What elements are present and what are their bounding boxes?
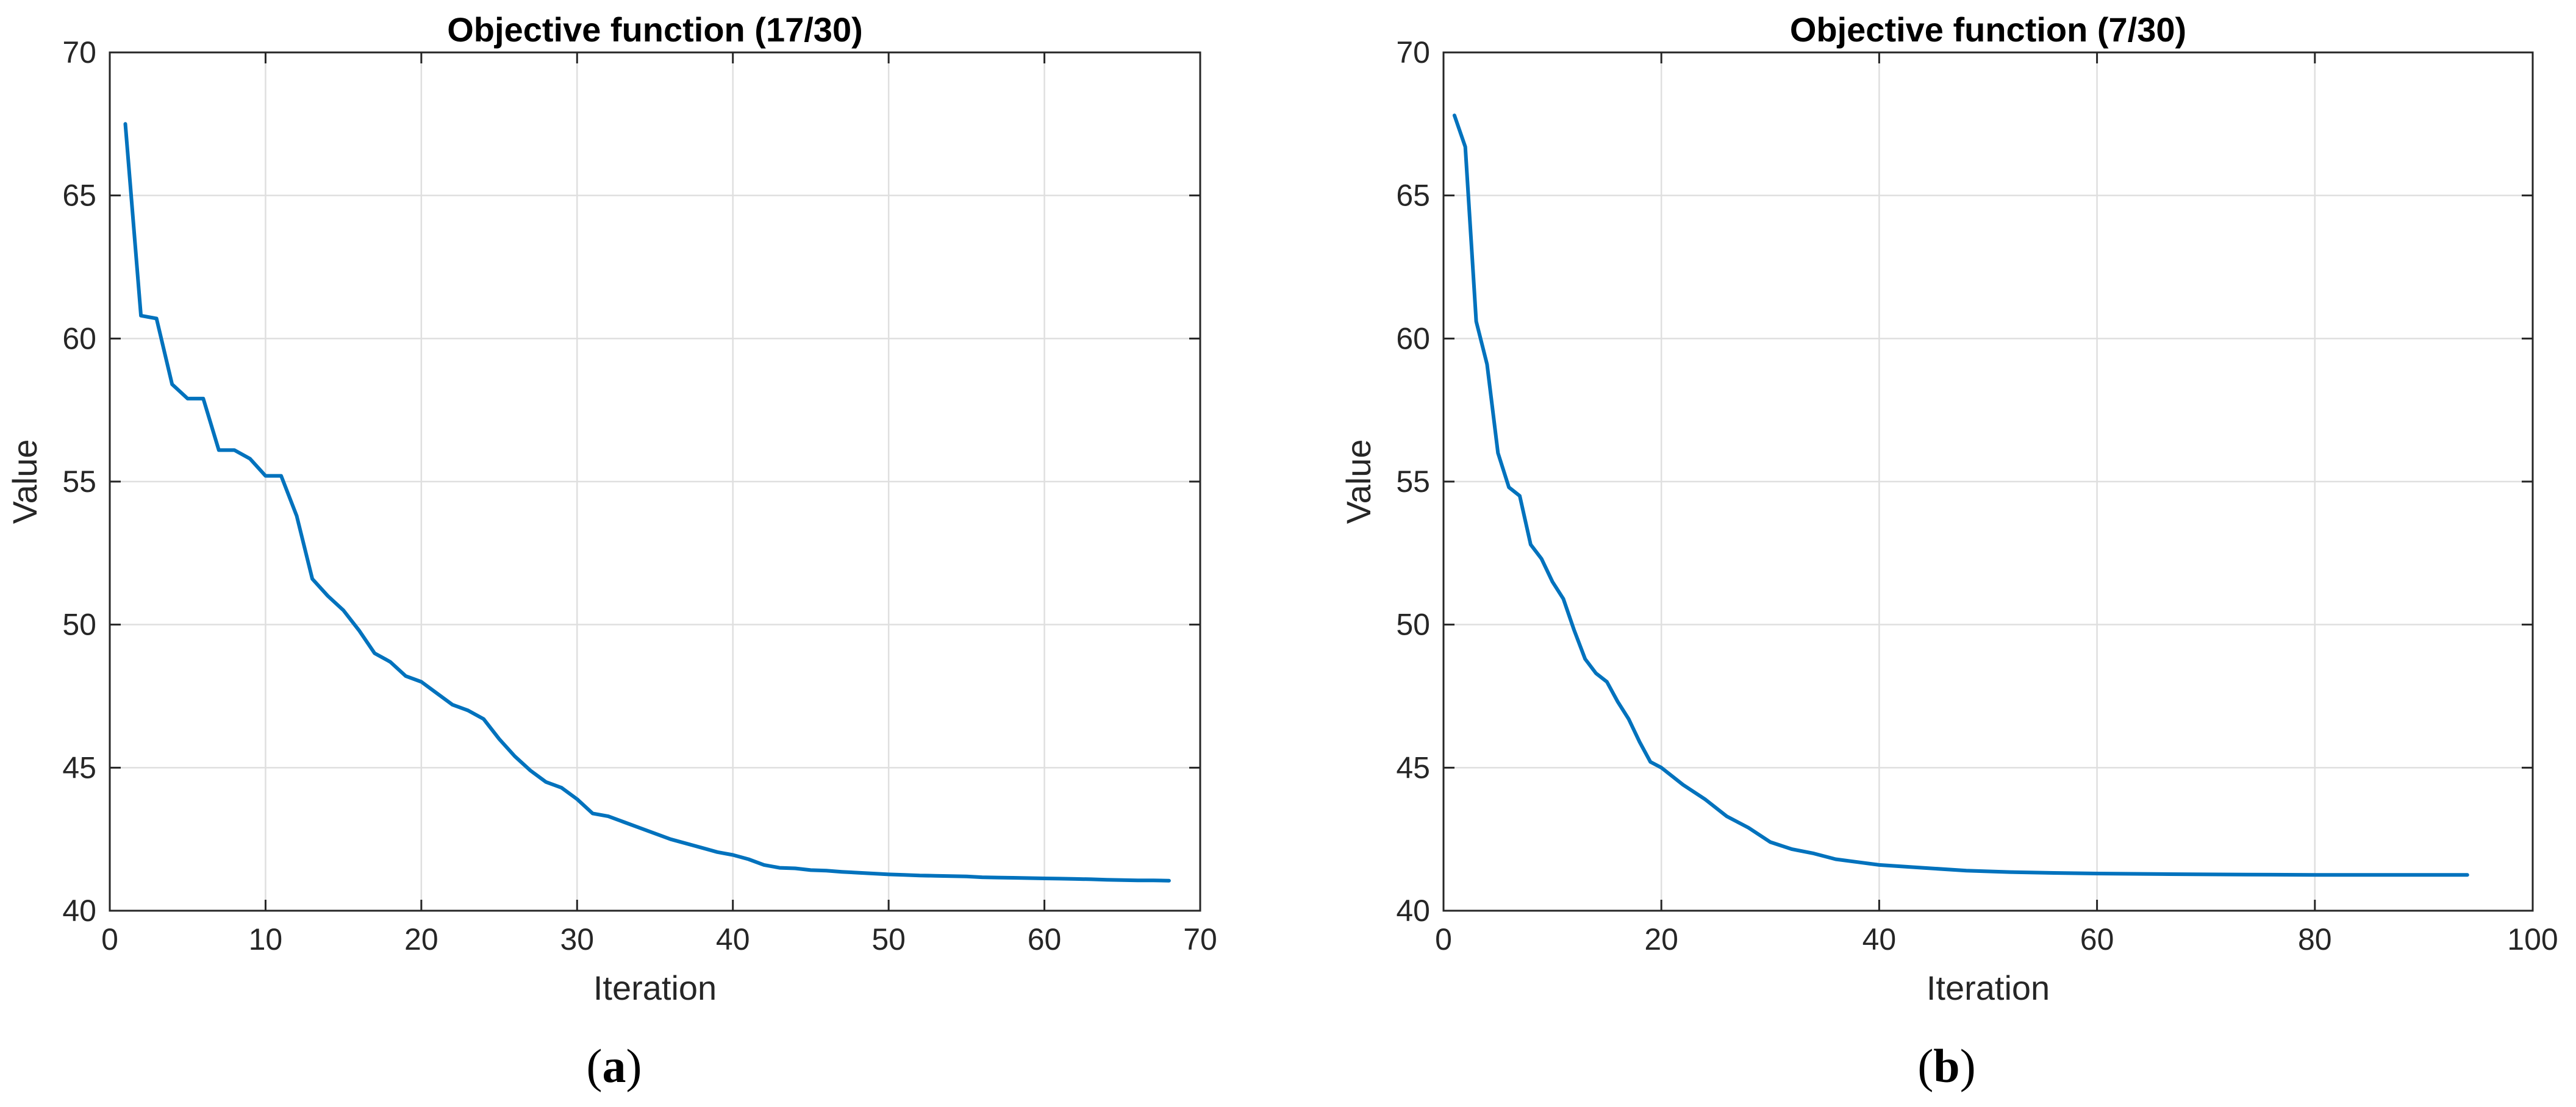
x-tick-label: 20 [404,922,438,956]
caption-close: ) [1960,1039,1976,1092]
caption-close: ) [626,1039,642,1092]
y-tick-label: 65 [1396,179,1430,213]
y-tick-label: 70 [62,35,96,69]
series-line [1452,113,2469,877]
x-tick-label: 40 [1862,922,1897,956]
chart-title: Objective function (17/30) [447,10,863,49]
caption-open: ( [587,1039,603,1092]
y-tick-label: 60 [62,321,96,355]
chart-panel-b: 0 20 40 60 80 100 40 45 50 55 60 65 70 Objective func… [1339,10,2558,1092]
x-axis-label: Iteration [593,969,717,1007]
caption-open: ( [1917,1039,1933,1092]
y-tick-label: 60 [1396,321,1430,355]
y-tick-label: 50 [62,608,96,642]
x-tick-label: 0 [101,922,118,956]
y-axis-label: Value [5,439,44,524]
y-tick-label: 55 [1396,465,1430,499]
x-tick-label: 50 [871,922,906,956]
x-tick-label: 0 [1435,922,1452,956]
y-tick-label: 40 [1396,894,1430,928]
caption-letter: b [1933,1039,1959,1092]
y-tick-label: 50 [1396,608,1430,642]
x-tick-label: 70 [1183,922,1217,956]
panel-caption: (a) [587,1039,642,1092]
series-line [123,122,1171,883]
y-tick-label: 45 [62,750,96,785]
x-tick-label: 100 [2507,922,2558,956]
chart-title: Objective function (7/30) [1790,10,2186,49]
x-tick-label: 80 [2298,922,2332,956]
y-tick-label: 40 [62,894,96,928]
x-tick-label: 40 [716,922,750,956]
x-tick-label: 20 [1644,922,1678,956]
panel-caption: (b) [1917,1039,1975,1092]
y-axis-label: Value [1339,439,1378,524]
x-axis-label: Iteration [1927,969,2050,1007]
y-tick-label: 45 [1396,750,1430,785]
x-tick-label: 60 [2080,922,2114,956]
x-tick-label: 30 [560,922,594,956]
chart-panel-a: 0 10 20 30 40 50 60 70 40 45 50 55 60 65 70 Objective f… [5,10,1217,1092]
y-tick-label: 70 [1396,35,1430,69]
caption-letter: a [603,1039,626,1092]
y-tick-label: 65 [62,179,96,213]
y-tick-label: 55 [62,465,96,499]
x-tick-label: 60 [1028,922,1062,956]
x-tick-label: 10 [249,922,283,956]
